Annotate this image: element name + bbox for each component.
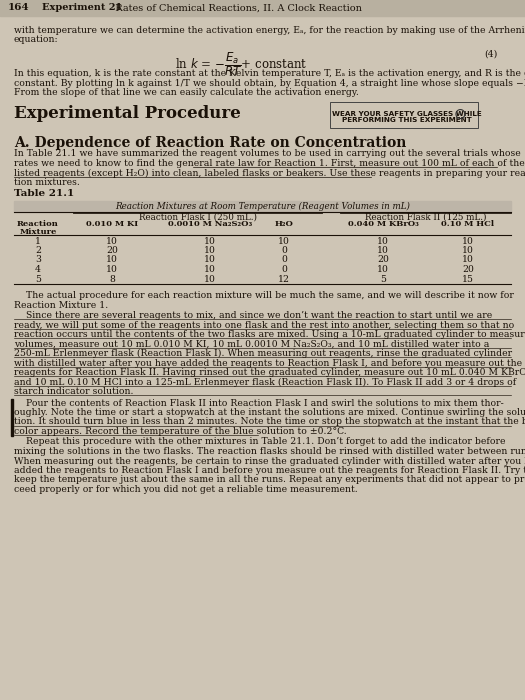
Text: reaction occurs until the contents of the two flasks are mixed. Using a 10-mL gr: reaction occurs until the contents of th… xyxy=(14,330,525,339)
Text: color appears. Record the temperature of the blue solution to ±0.2°C.: color appears. Record the temperature of… xyxy=(14,427,346,436)
Bar xyxy=(11,398,13,435)
Text: 164: 164 xyxy=(8,4,29,13)
Text: reagents for Reaction Flask II. Having rinsed out the graduated cylinder, measur: reagents for Reaction Flask II. Having r… xyxy=(14,368,525,377)
Text: 10: 10 xyxy=(204,274,216,284)
Text: Pour the contents of Reaction Flask II into Reaction Flask I and swirl the solut: Pour the contents of Reaction Flask II i… xyxy=(14,398,504,407)
Text: listed reagents (except H₂O) into clean, labeled flasks or beakers. Use these re: listed reagents (except H₂O) into clean,… xyxy=(14,169,525,178)
Text: 10: 10 xyxy=(462,256,474,265)
Text: 0.010 M KI: 0.010 M KI xyxy=(86,220,138,228)
Text: 10: 10 xyxy=(377,265,389,274)
Text: 20: 20 xyxy=(377,256,389,265)
Text: Rates of Chemical Reactions, II. A Clock Reaction: Rates of Chemical Reactions, II. A Clock… xyxy=(109,4,362,13)
Text: 10: 10 xyxy=(106,256,118,265)
Text: ready, we will put some of the reagents into one flask and the rest into another: ready, we will put some of the reagents … xyxy=(14,321,514,330)
Text: (4): (4) xyxy=(485,50,498,59)
Text: Repeat this procedure with the other mixtures in Table 21.1. Don’t forget to add: Repeat this procedure with the other mix… xyxy=(14,438,506,447)
Text: Since there are several reagents to mix, and since we don’t want the reaction to: Since there are several reagents to mix,… xyxy=(14,311,492,320)
Text: In Table 21.1 we have summarized the reagent volumes to be used in carrying out : In Table 21.1 we have summarized the rea… xyxy=(14,150,521,158)
Text: 10: 10 xyxy=(106,237,118,246)
Text: 3: 3 xyxy=(35,256,41,265)
Text: keep the temperature just about the same in all the runs. Repeat any experiments: keep the temperature just about the same… xyxy=(14,475,525,484)
Text: constant. By plotting ln k against 1/T we should obtain, by Equation 4, a straig: constant. By plotting ln k against 1/T w… xyxy=(14,78,525,88)
Text: 0.10 M HCl: 0.10 M HCl xyxy=(442,220,495,228)
Text: Reaction Mixture 1.: Reaction Mixture 1. xyxy=(14,300,108,309)
Text: Experiment 21: Experiment 21 xyxy=(42,4,122,13)
Text: Reaction Flask I (250 mL.): Reaction Flask I (250 mL.) xyxy=(139,213,257,222)
Bar xyxy=(330,102,478,127)
Text: 10: 10 xyxy=(204,256,216,265)
Text: with temperature we can determine the activation energy, Eₐ, for the reaction by: with temperature we can determine the ac… xyxy=(14,26,525,35)
Text: 10: 10 xyxy=(377,237,389,246)
Text: 10: 10 xyxy=(204,265,216,274)
Text: 10: 10 xyxy=(106,265,118,274)
Text: 0: 0 xyxy=(281,265,287,274)
Text: H₂O: H₂O xyxy=(275,220,293,228)
Text: mixing the solutions in the two flasks. The reaction flasks should be rinsed wit: mixing the solutions in the two flasks. … xyxy=(14,447,525,456)
Text: tion. It should turn blue in less than 2 minutes. Note the time or stop the stop: tion. It should turn blue in less than 2… xyxy=(14,417,525,426)
Text: 0: 0 xyxy=(281,246,287,255)
Text: ceed properly or for which you did not get a reliable time measurement.: ceed properly or for which you did not g… xyxy=(14,485,358,494)
Text: ln $k$ = $-\dfrac{E_a}{RT}$+ constant: ln $k$ = $-\dfrac{E_a}{RT}$+ constant xyxy=(175,50,308,78)
Text: 10: 10 xyxy=(204,246,216,255)
Text: oughly. Note the time or start a stopwatch at the instant the solutions are mixe: oughly. Note the time or start a stopwat… xyxy=(14,408,525,417)
Text: 2: 2 xyxy=(35,246,41,255)
Text: with distilled water after you have added the reagents to Reaction Flask I, and : with distilled water after you have adde… xyxy=(14,358,522,368)
Text: 10: 10 xyxy=(462,246,474,255)
Text: ⊙: ⊙ xyxy=(454,107,466,122)
Text: A. Dependence of Reaction Rate on Concentration: A. Dependence of Reaction Rate on Concen… xyxy=(14,136,406,150)
Text: 15: 15 xyxy=(462,274,474,284)
Text: 5: 5 xyxy=(380,274,386,284)
Text: 4: 4 xyxy=(35,265,41,274)
Text: 0.0010 M Na₂S₂O₃: 0.0010 M Na₂S₂O₃ xyxy=(168,220,252,228)
Text: Experimental Procedure: Experimental Procedure xyxy=(14,104,241,122)
Text: When measuring out the reagents, be certain to rinse the graduated cylinder with: When measuring out the reagents, be cert… xyxy=(14,456,525,466)
Text: 10: 10 xyxy=(462,237,474,246)
Text: 0: 0 xyxy=(281,256,287,265)
Text: The actual procedure for each reaction mixture will be much the same, and we wil: The actual procedure for each reaction m… xyxy=(14,291,514,300)
Text: Reaction Mixtures at Room Temperature (Reagent Volumes in mL): Reaction Mixtures at Room Temperature (R… xyxy=(115,202,410,211)
Text: equation:: equation: xyxy=(14,36,59,45)
Text: 0.040 M KBrO₃: 0.040 M KBrO₃ xyxy=(348,220,418,228)
Text: PERFORMING THIS EXPERIMENT: PERFORMING THIS EXPERIMENT xyxy=(342,116,472,122)
Text: 8: 8 xyxy=(109,274,115,284)
Text: 10: 10 xyxy=(377,246,389,255)
Text: 5: 5 xyxy=(35,274,41,284)
Text: In this equation, k is the rate constant at the Kelvin temperature T, Eₐ is the : In this equation, k is the rate constant… xyxy=(14,69,525,78)
Text: 12: 12 xyxy=(278,274,290,284)
Text: From the slope of that line we can easily calculate the activation energy.: From the slope of that line we can easil… xyxy=(14,88,359,97)
Text: Mixture: Mixture xyxy=(19,228,57,235)
Text: WEAR YOUR SAFETY GLASSES WHILE: WEAR YOUR SAFETY GLASSES WHILE xyxy=(332,111,482,116)
Text: 10: 10 xyxy=(278,237,290,246)
Text: starch indicator solution.: starch indicator solution. xyxy=(14,387,133,396)
Text: 20: 20 xyxy=(462,265,474,274)
Text: rates we need to know to find the general rate law for Reaction 1. First, measur: rates we need to know to find the genera… xyxy=(14,159,525,168)
Text: and 10 mL 0.10 M HCl into a 125-mL Erlenmeyer flask (Reaction Flask II). To Flas: and 10 mL 0.10 M HCl into a 125-mL Erlen… xyxy=(14,377,516,386)
Text: Table 21.1: Table 21.1 xyxy=(14,190,74,199)
Text: volumes, measure out 10 mL 0.010 M KI, 10 mL 0.0010 M Na₂S₂O₃, and 10 mL distill: volumes, measure out 10 mL 0.010 M KI, 1… xyxy=(14,340,489,349)
Text: Reaction: Reaction xyxy=(17,220,59,228)
Bar xyxy=(0,0,525,16)
Text: 1: 1 xyxy=(35,237,41,246)
Text: Reaction Flask II (125 mL.): Reaction Flask II (125 mL.) xyxy=(365,213,486,222)
Text: added the reagents to Reaction Flask I and before you measure out the reagents f: added the reagents to Reaction Flask I a… xyxy=(14,466,525,475)
Bar xyxy=(14,200,511,211)
Text: 20: 20 xyxy=(106,246,118,255)
Text: tion mixtures.: tion mixtures. xyxy=(14,178,80,187)
Text: 10: 10 xyxy=(204,237,216,246)
Text: 250-mL Erlenmeyer flask (Reaction Flask I). When measuring out reagents, rinse t: 250-mL Erlenmeyer flask (Reaction Flask … xyxy=(14,349,512,358)
